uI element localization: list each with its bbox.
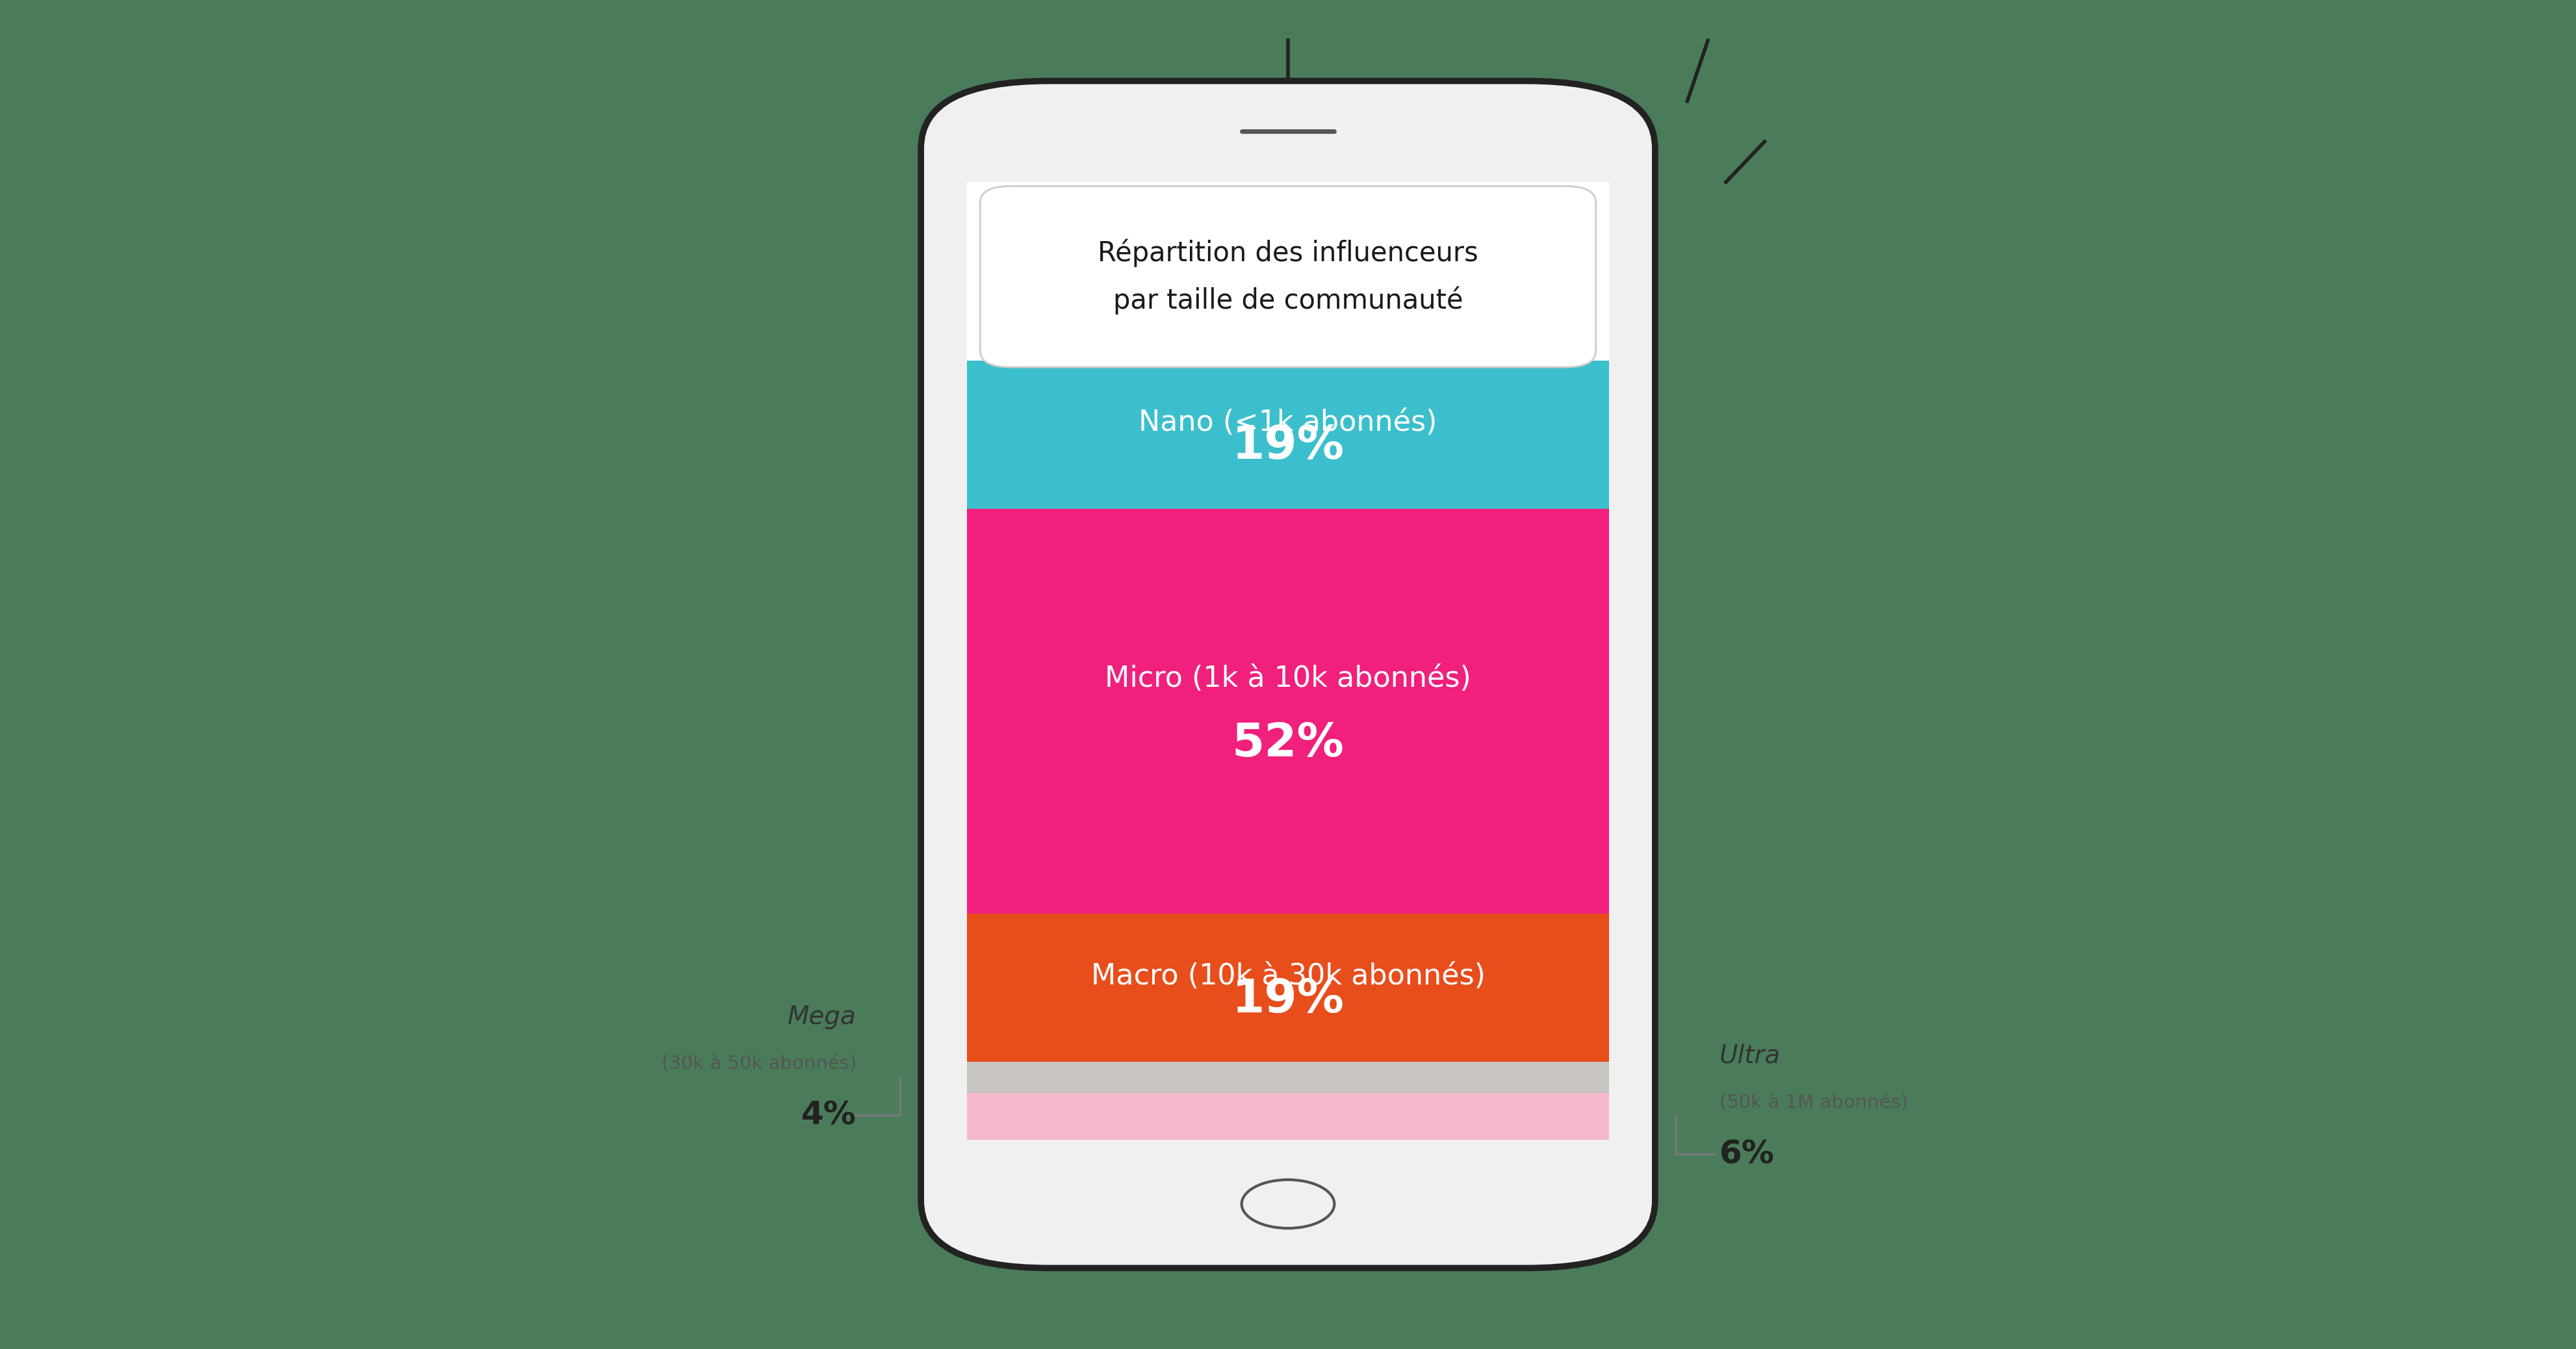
Text: (50k à 1M abonnés): (50k à 1M abonnés)	[1721, 1094, 1909, 1112]
Bar	[969, 182, 1607, 1140]
Text: Mega: Mega	[788, 1005, 855, 1029]
Bar	[969, 1093, 1607, 1140]
Text: (30k à 50k abonnés): (30k à 50k abonnés)	[662, 1055, 855, 1074]
Text: Répartition des influenceurs: Répartition des influenceurs	[1097, 239, 1479, 267]
Bar	[969, 360, 1607, 509]
Text: Nano (<1k abonnés): Nano (<1k abonnés)	[1139, 409, 1437, 437]
Text: 4%: 4%	[801, 1099, 855, 1130]
FancyBboxPatch shape	[981, 186, 1597, 367]
FancyBboxPatch shape	[922, 81, 1656, 1268]
Text: 19%: 19%	[1231, 978, 1345, 1023]
Circle shape	[1242, 1179, 1334, 1228]
Text: Macro (10k à 30k abonnés): Macro (10k à 30k abonnés)	[1090, 962, 1486, 990]
Text: Micro (1k à 10k abonnés): Micro (1k à 10k abonnés)	[1105, 665, 1471, 693]
Bar	[969, 509, 1607, 913]
Bar	[969, 1062, 1607, 1093]
Text: Ultra: Ultra	[1721, 1044, 1780, 1068]
Text: 52%: 52%	[1231, 722, 1345, 766]
Text: 19%: 19%	[1231, 424, 1345, 469]
Bar	[969, 913, 1607, 1062]
Text: 6%: 6%	[1721, 1139, 1775, 1170]
Text: par taille de communauté: par taille de communauté	[1113, 286, 1463, 314]
